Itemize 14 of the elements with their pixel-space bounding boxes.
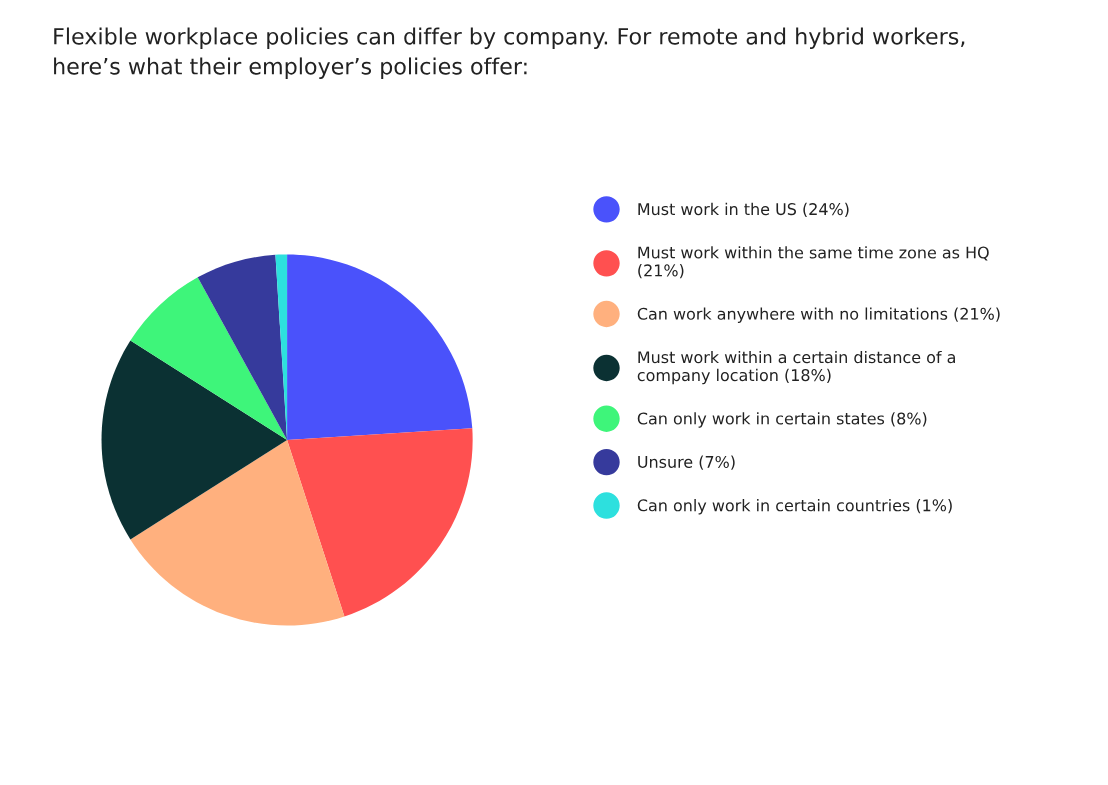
pie-slice	[101, 340, 288, 540]
chart-title: Flexible workplace policies can differ by company. For remote and hybrid workers, here’s what their employer’s policies offer:	[54, 27, 965, 79]
pie-slice	[287, 428, 473, 617]
pie-slice	[287, 254, 473, 440]
legend-label: Can work anywhere with no limitations (21%)	[637, 307, 1000, 323]
legend-label: Must work within a certain distance of a company location (18%)	[637, 350, 955, 385]
legend-label: Must work in the US (24%)	[638, 202, 849, 218]
legend-label: Can only work in certain countries (1%)	[637, 499, 952, 515]
pie-slice	[197, 254, 288, 440]
legend-label: Unsure (7%)	[638, 455, 735, 470]
legend-label: Can only work in certain states (8%)	[637, 412, 927, 428]
pie-slice	[130, 277, 288, 440]
legend-label: Must work within the same time zone as HQ (21%)	[638, 246, 989, 279]
pie-slice	[130, 439, 345, 626]
